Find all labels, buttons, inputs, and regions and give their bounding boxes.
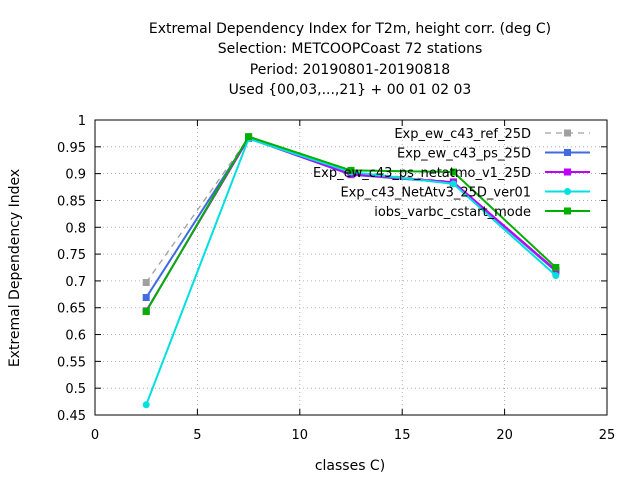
y-tick-label: 0.8 — [65, 221, 86, 236]
series-line — [145, 137, 557, 312]
data-point — [449, 180, 457, 188]
data-point — [449, 168, 457, 176]
legend-marker — [564, 188, 571, 195]
data-point — [142, 401, 150, 409]
data-point — [142, 279, 150, 287]
chart-title-line-1: Extremal Dependency Index for T2m, heigh… — [148, 21, 552, 37]
legend-marker — [564, 207, 571, 215]
y-tick-label: 0.65 — [57, 302, 86, 317]
legend-marker — [564, 149, 571, 156]
legend-label: Exp_ew_c43_ref_25D — [394, 127, 531, 142]
x-tick-label: 25 — [599, 428, 616, 443]
data-point — [347, 166, 355, 174]
y-tick-label: 0.55 — [57, 355, 86, 370]
y-tick-label: 0.7 — [65, 275, 86, 290]
chart-title-line-2: Selection: METCOOPCoast 72 stations — [217, 41, 483, 57]
legend-marker — [564, 168, 571, 176]
y-tick-label: 0.85 — [57, 194, 86, 209]
x-tick-label: 15 — [394, 428, 411, 443]
x-tick-label: 10 — [292, 428, 309, 443]
legend-label: Exp_ew_c43_ps_25D — [397, 147, 531, 162]
y-tick-label: 1 — [78, 114, 86, 129]
legend-label: Exp_ew_c43_ps_netatmo_v1_25D — [313, 166, 531, 181]
y-tick-label: 0.75 — [57, 248, 86, 263]
legend-label: iobs_varbc_cstart_mode — [374, 205, 531, 220]
y-tick-label: 0.9 — [65, 168, 86, 183]
data-point — [245, 133, 253, 141]
y-tick-label: 0.45 — [57, 409, 86, 424]
y-tick-label: 0.95 — [57, 141, 86, 156]
data-point — [552, 264, 560, 271]
x-tick-label: 5 — [193, 428, 201, 443]
legend-label: Exp_c43_NetAtv3_25D_ver01 — [340, 186, 531, 201]
data-point — [142, 307, 150, 315]
data-point — [142, 294, 150, 302]
x-tick-label: 0 — [91, 428, 99, 443]
y-tick-label: 0.5 — [65, 382, 86, 397]
series-line — [145, 135, 557, 312]
data-point — [552, 272, 560, 280]
x-axis-title: classes C) — [314, 458, 386, 474]
chart-title-line-3: Period: 20190801-20190818 — [249, 62, 451, 78]
x-tick-label: 20 — [496, 428, 513, 443]
plot-frame — [94, 119, 608, 416]
chart-title-line-4: Used {00,03,...,21} + 00 01 02 03 — [228, 82, 472, 98]
y-tick-label: 0.6 — [65, 329, 86, 344]
legend-marker — [564, 129, 571, 137]
